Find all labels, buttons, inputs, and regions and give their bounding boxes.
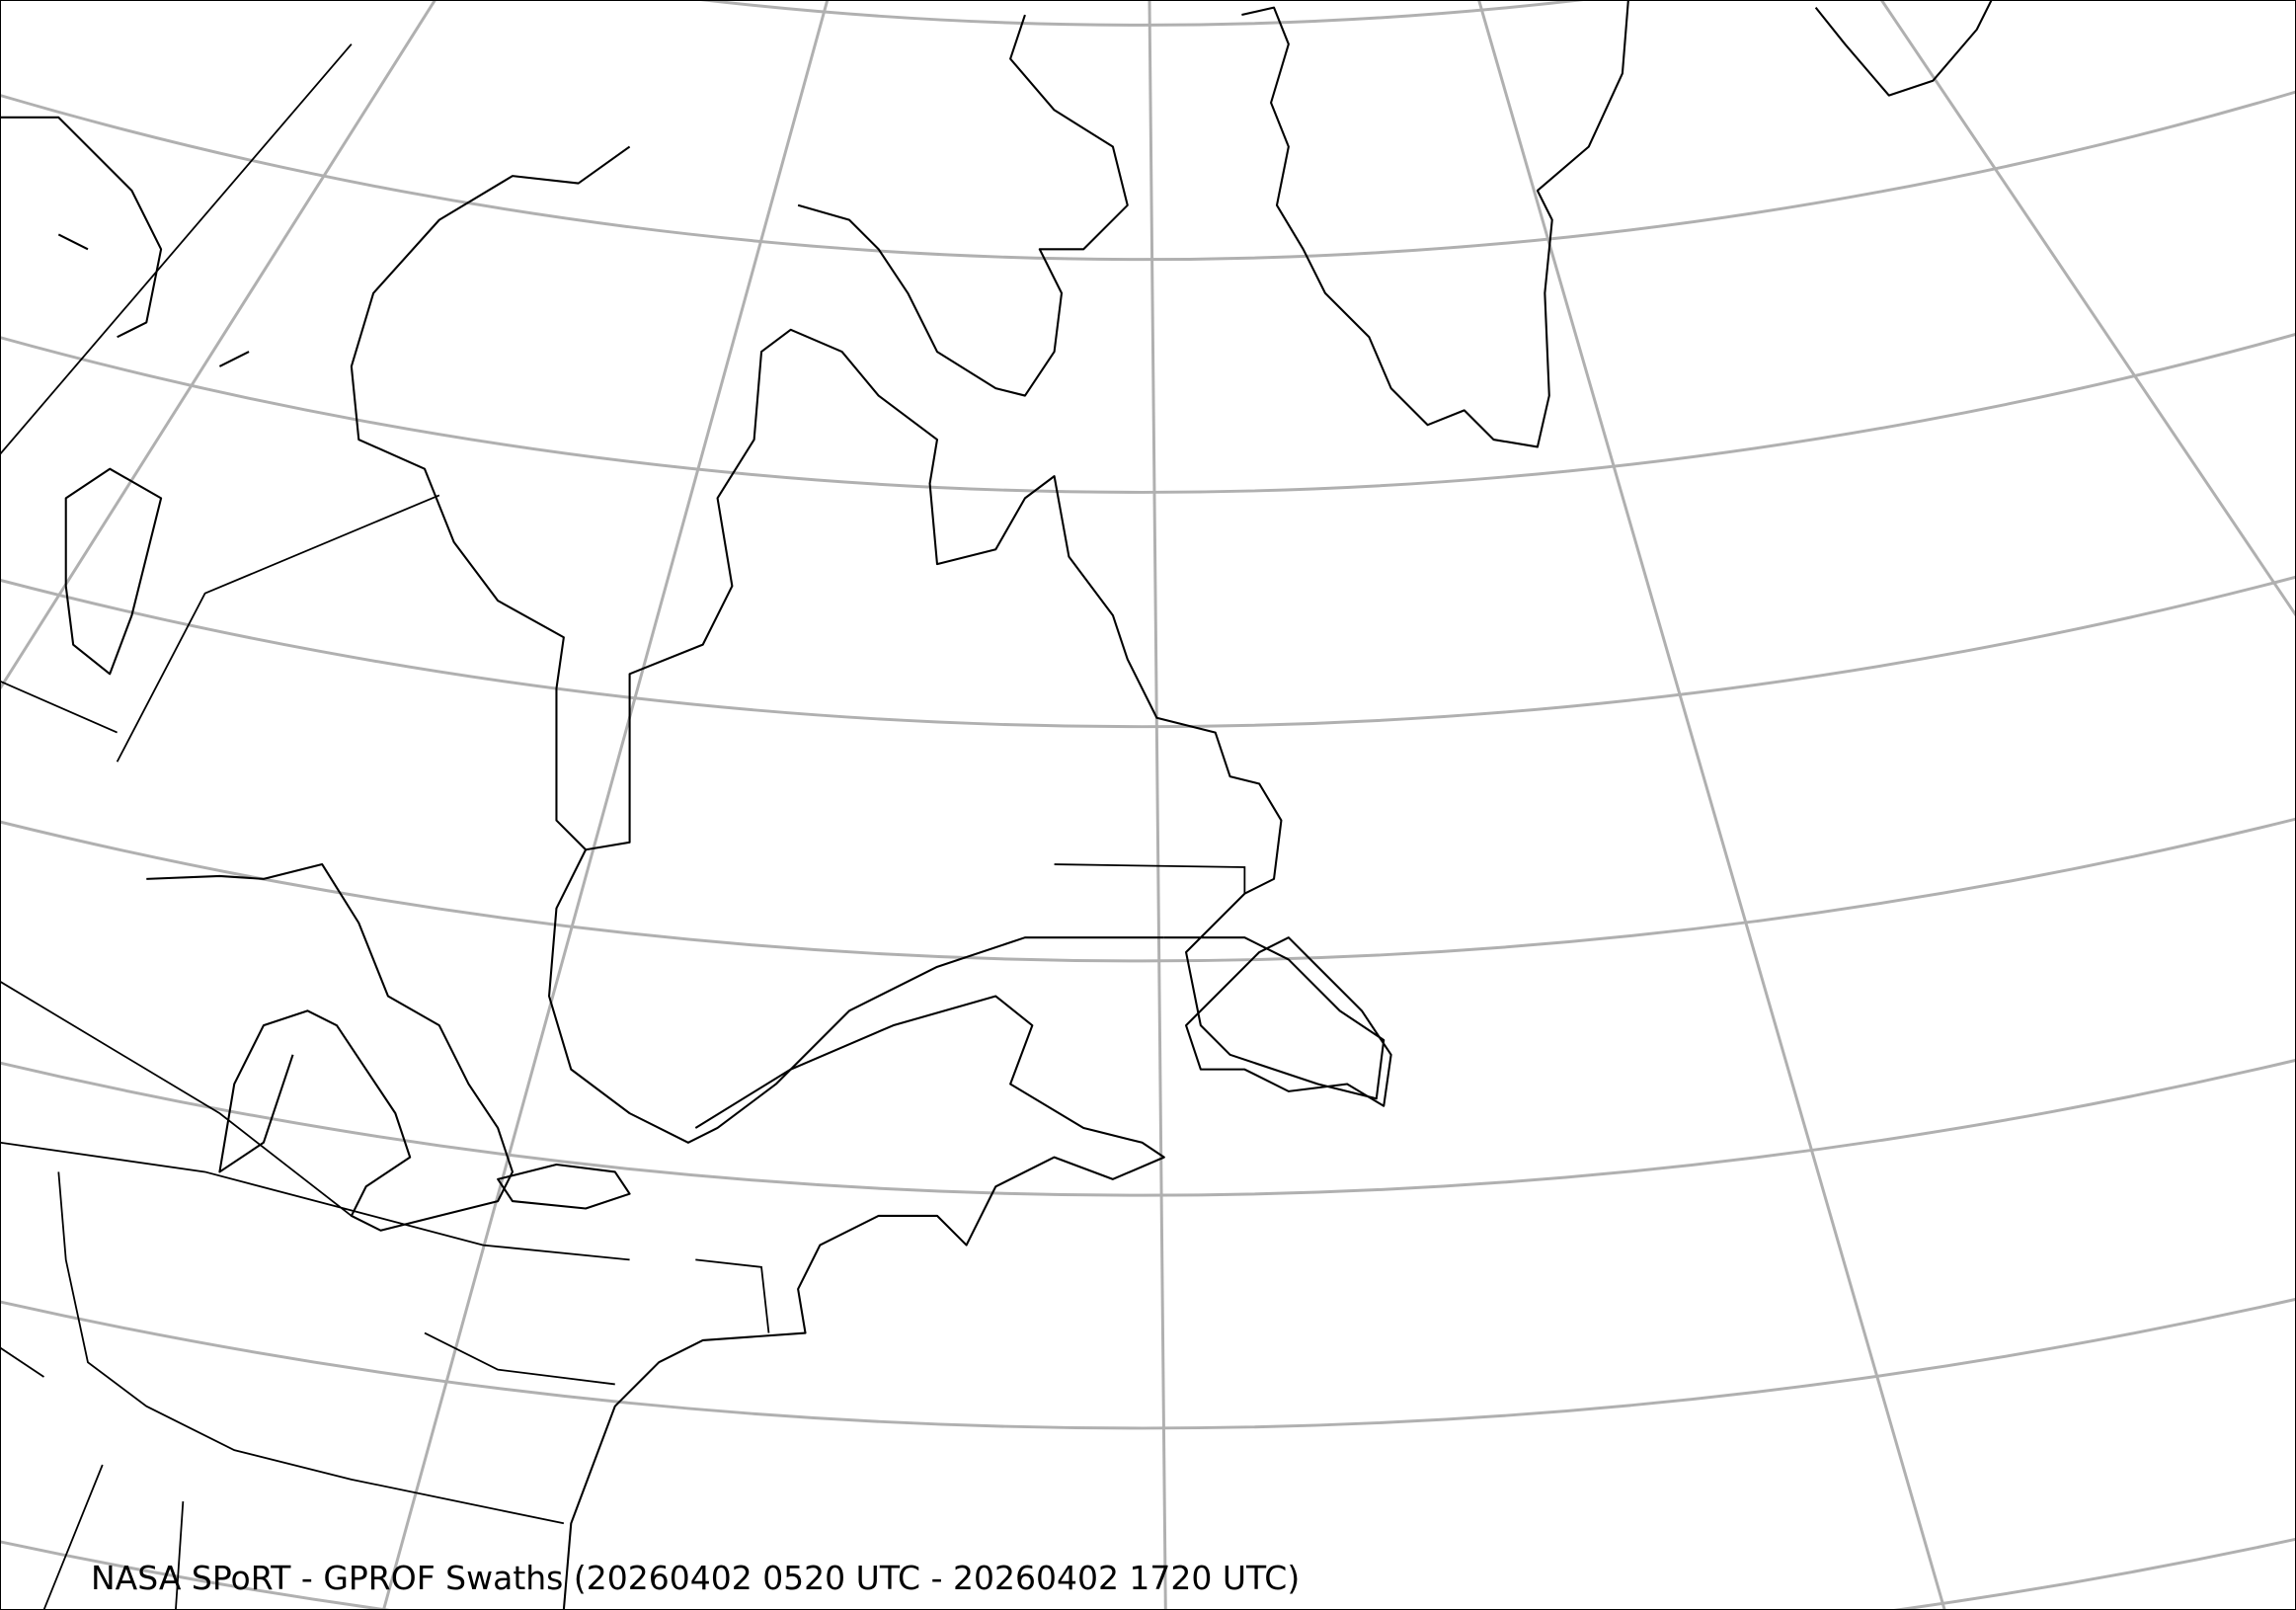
great-lakes-coast — [146, 863, 515, 1232]
greenland-coast — [1241, 0, 1629, 448]
meridian — [0, 0, 436, 689]
newfoundland-coast — [1185, 936, 1392, 1107]
baffin-coast — [797, 14, 1129, 397]
labrador-quebec-coast — [548, 848, 1164, 1144]
arctic-islands — [0, 116, 250, 676]
parallel — [0, 574, 2296, 727]
lake-ontario — [497, 1163, 631, 1210]
political-boundaries — [0, 43, 1246, 1610]
meridian — [382, 0, 830, 1610]
province-border — [0, 43, 1246, 1610]
coastlines — [0, 0, 1993, 1610]
meridian — [1880, 0, 2296, 616]
parallel — [0, 1297, 2296, 1428]
meridian — [1148, 0, 1167, 1610]
hudson-bay-coast — [350, 145, 1386, 1100]
parallel — [0, 89, 2296, 260]
map-title: NASA SPoRT - GPROF Swaths (20260402 0520… — [91, 1559, 1301, 1597]
meridian — [1477, 0, 1946, 1610]
parallel — [0, 816, 2296, 961]
greenland-east — [1814, 0, 1993, 97]
maritimes-coast — [562, 995, 1165, 1610]
parallel — [0, 332, 2296, 493]
parallel — [696, 0, 1589, 26]
